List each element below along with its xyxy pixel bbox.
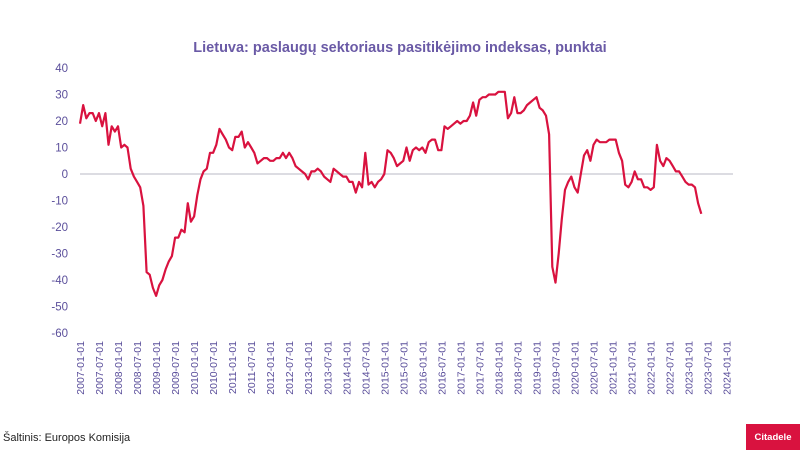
series-line (78, 90, 703, 297)
citadele-logo: Citadele (746, 424, 800, 450)
x-tick-label: 2012-01-01 (265, 341, 277, 395)
y-tick-label: 30 (55, 90, 68, 102)
x-tick-label: 2018-01-01 (493, 341, 505, 395)
x-tick-label: 2023-01-01 (684, 341, 696, 395)
x-tick-label: 2023-07-01 (703, 341, 715, 395)
x-tick-label: 2022-07-01 (665, 341, 677, 395)
y-tick-label: 0 (62, 169, 68, 181)
x-tick-label: 2015-01-01 (379, 341, 391, 395)
x-tick-label: 2015-07-01 (398, 341, 410, 395)
x-tick-label: 2018-07-01 (512, 341, 524, 395)
x-tick-label: 2009-01-01 (151, 341, 163, 395)
y-tick-label: -60 (51, 328, 68, 340)
x-tick-label: 2019-01-01 (532, 341, 544, 395)
x-tick-label: 2016-01-01 (417, 341, 429, 395)
y-tick-label: -40 (51, 275, 68, 287)
x-tick-label: 2008-01-01 (113, 341, 125, 395)
x-tick-label: 2021-01-01 (608, 341, 620, 395)
x-tick-label: 2007-07-01 (94, 341, 106, 395)
y-tick-label: -50 (51, 302, 68, 314)
x-tick-label: 2014-01-01 (341, 341, 353, 395)
x-tick-label: 2022-01-01 (646, 341, 658, 395)
y-tick-label: -30 (51, 249, 68, 261)
x-tick-label: 2017-07-01 (474, 341, 486, 395)
y-tick-label: -10 (51, 196, 68, 208)
x-tick-label: 2007-01-01 (75, 341, 87, 395)
x-tick-label: 2010-01-01 (189, 341, 201, 395)
x-tick-label: 2016-07-01 (436, 341, 448, 395)
y-tick-label: -20 (51, 222, 68, 234)
y-axis: 40 30 20 10 0 -10 -20 -30 -40 -50 -60 (51, 63, 68, 340)
y-tick-label: 10 (55, 143, 68, 155)
x-tick-label: 2021-07-01 (627, 341, 639, 395)
x-tick-label: 2010-07-01 (208, 341, 220, 395)
chart-title: Lietuva: paslaugų sektoriaus pasitikėjim… (193, 40, 607, 56)
x-axis: 2007-01-01 2007-07-01 2008-01-01 2008-07-01… (75, 341, 734, 395)
x-tick-label: 2009-07-01 (170, 341, 182, 395)
x-tick-label: 2020-07-01 (589, 341, 601, 395)
source-note: Šaltinis: Europos Komisija (3, 432, 131, 444)
x-tick-label: 2008-07-01 (132, 341, 144, 395)
x-tick-label: 2019-07-01 (551, 341, 563, 395)
x-tick-label: 2011-01-01 (227, 341, 239, 394)
y-tick-label: 40 (55, 63, 68, 75)
x-tick-label: 2013-07-01 (322, 341, 334, 395)
x-tick-label: 2011-07-01 (246, 341, 258, 394)
x-tick-label: 2013-01-01 (303, 341, 315, 395)
x-tick-label: 2012-07-01 (284, 341, 296, 395)
x-tick-label: 2017-01-01 (455, 341, 467, 395)
x-tick-label: 2020-01-01 (570, 341, 582, 395)
y-tick-label: 20 (55, 116, 68, 128)
x-tick-label: 2024-01-01 (722, 341, 734, 395)
x-tick-label: 2014-07-01 (360, 341, 372, 395)
